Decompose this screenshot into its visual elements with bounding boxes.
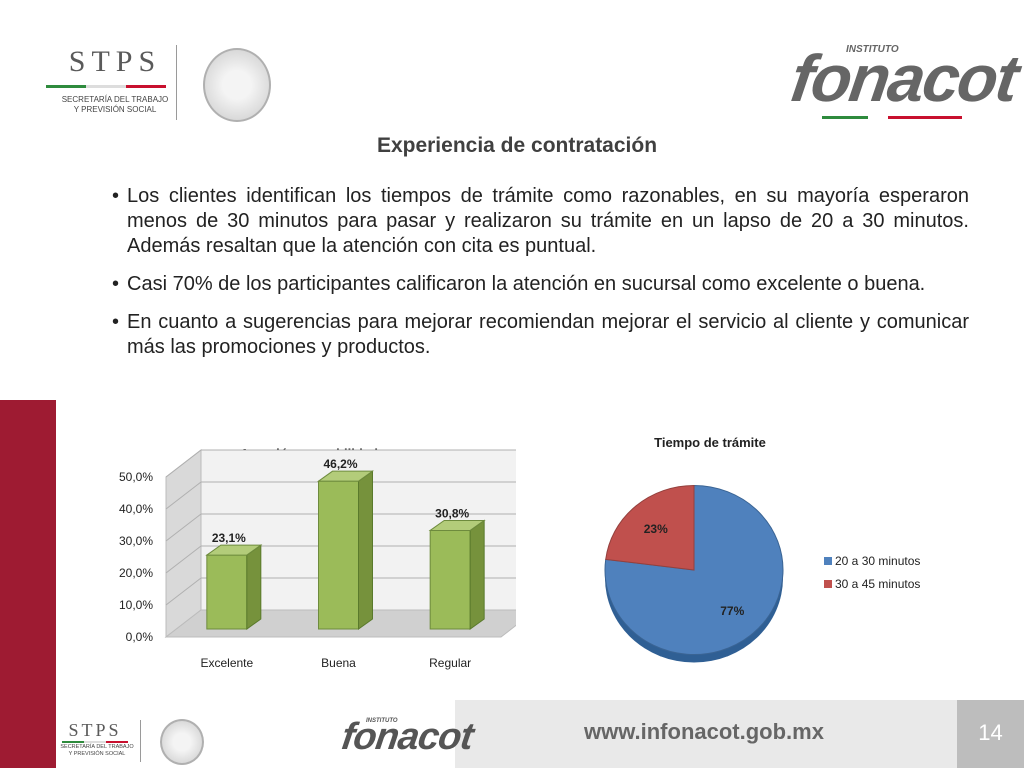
bullet-text: Los clientes identifican los tiempos de … [127, 185, 969, 257]
y-tick-label: 30,0% [119, 534, 153, 548]
left-accent-strip [0, 400, 56, 768]
footer-bar [455, 700, 1024, 768]
footer-stps-subtitle: SECRETARÍA DEL TRABAJO Y PREVISIÓN SOCIA… [60, 744, 134, 758]
bar [206, 554, 248, 630]
footer-stps-logo: STPS [68, 720, 122, 740]
footer-stps-subtitle-line2: Y PREVISIÓN SOCIAL [68, 751, 126, 757]
footer-mexico-seal-icon [160, 719, 204, 765]
footer-fonacot-instituto-label: INSTITUTO [366, 718, 398, 724]
bar-chart-y-axis: 0,0% 10,0% 20,0% 30,0% 40,0% 50,0% [119, 470, 153, 644]
stps-logo: STPS [68, 45, 162, 78]
y-tick-label: 0,0% [126, 630, 154, 644]
bar-chart-bars: 23,1% 46,2% 30,8% [205, 457, 486, 630]
y-tick-label: 10,0% [119, 598, 153, 612]
footer-flag-color-bar [62, 741, 128, 743]
flag-color-bar [46, 85, 166, 88]
legend-label: 30 a 45 minutos [835, 577, 920, 591]
y-tick-label: 40,0% [119, 502, 153, 516]
x-tick-label: Excelente [200, 656, 253, 670]
bullet-marker: • [112, 185, 120, 207]
pie-data-label: 23% [644, 522, 668, 536]
bullet-text: En cuanto a sugerencias para mejorar rec… [127, 311, 969, 358]
bar-side [246, 544, 262, 630]
bar-chart-side-wall [165, 448, 202, 639]
bullet-text: Casi 70% de los participantes calificaro… [127, 273, 926, 295]
page-number: 14 [978, 720, 1003, 745]
page-title: Experiencia de contratación [376, 134, 658, 157]
bullet-marker: • [112, 273, 120, 295]
bullet-item: • Casi 70% de los participantes califica… [112, 272, 969, 297]
y-tick-label: 50,0% [119, 470, 153, 484]
legend-swatch [824, 580, 832, 588]
x-tick-label: Regular [429, 656, 471, 670]
bar-chart-gridline [165, 577, 202, 606]
bar-data-label: 30,8% [435, 506, 469, 520]
legend-swatch [824, 557, 832, 565]
footer-stps-subtitle-line1: SECRETARÍA DEL TRABAJO [60, 744, 134, 750]
fonacot-instituto-label: INSTITUTO [846, 44, 899, 55]
bullet-marker: • [112, 311, 120, 333]
mexico-seal-icon [203, 48, 271, 122]
fonacot-logo: fonacot [786, 41, 1022, 115]
x-tick-label: Buena [321, 656, 356, 670]
bar-chart: Atención y amabilidad 0,0%10,0%20,0%30,0… [119, 446, 516, 670]
pie-chart-title: Tiempo de trámite [654, 435, 766, 450]
bar [318, 480, 359, 630]
bar-chart-gridline [165, 513, 202, 542]
pie-data-label: 77% [720, 604, 744, 618]
header-divider [176, 45, 177, 120]
bar-top [428, 519, 486, 531]
bar-top [205, 544, 263, 556]
footer-fonacot-logo: fonacot [339, 716, 476, 758]
pie-slice [605, 484, 695, 571]
legend-label: 20 a 30 minutos [835, 554, 920, 568]
pie-chart: Tiempo de trámite 77% 23% 20 a 30 minutos… [604, 435, 920, 663]
bullet-item: • Los clientes identifican los tiempos d… [112, 184, 969, 259]
y-tick-label: 20,0% [119, 566, 153, 580]
bar-top [316, 470, 375, 482]
bar-data-label: 23,1% [212, 531, 246, 545]
stps-subtitle-line2: Y PREVISIÓN SOCIAL [73, 105, 157, 114]
bar-data-label: 46,2% [323, 457, 357, 471]
bar-chart-gridline [165, 481, 202, 510]
bar [429, 529, 471, 630]
pie-chart-legend: 20 a 30 minutos 30 a 45 minutos [824, 554, 920, 591]
stps-subtitle-line1: SECRETARÍA DEL TRABAJO [61, 95, 169, 104]
bar-side [469, 519, 485, 630]
page-number-box [957, 700, 1024, 768]
footer-url-link[interactable]: www.infonacot.gob.mx [584, 719, 824, 744]
bar-chart-gridline [165, 545, 202, 574]
fonacot-color-bar [822, 116, 962, 119]
stps-subtitle: SECRETARÍA DEL TRABAJO Y PREVISIÓN SOCIA… [40, 95, 190, 115]
footer-divider [140, 720, 141, 762]
bar-chart-x-axis: Excelente Buena Regular [200, 656, 471, 670]
pie-chart-slices: 77% 23% [604, 484, 784, 663]
bar-chart-gridline [165, 449, 202, 478]
bar-side [358, 470, 373, 630]
bullet-item: • En cuanto a sugerencias para mejorar r… [112, 310, 969, 360]
bullet-list: • Los clientes identifican los tiempos d… [112, 184, 969, 373]
